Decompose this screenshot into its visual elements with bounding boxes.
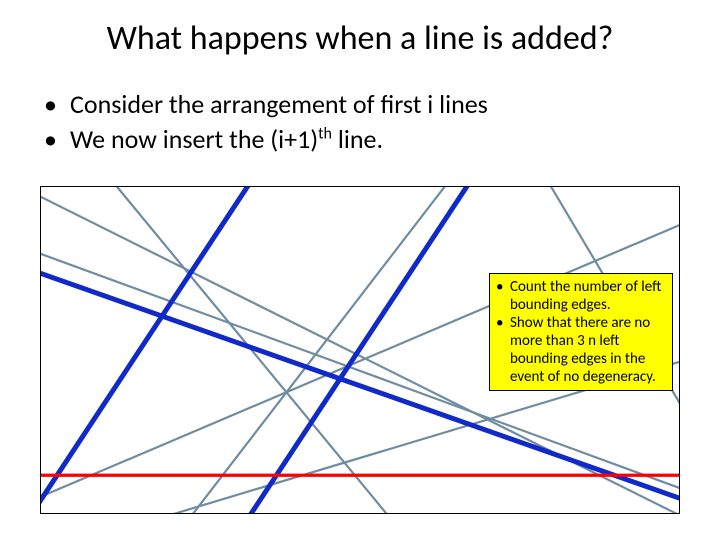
callout-text: Count the number of left bounding edges. xyxy=(510,278,666,314)
line-arrangement-figure: • Count the number of left bounding edge… xyxy=(40,186,680,514)
callout-text: Show that there are no more than 3 n lef… xyxy=(510,314,666,386)
callout-box: • Count the number of left bounding edge… xyxy=(489,273,673,391)
bullet-list: • Consider the arrangement of first i li… xyxy=(40,88,680,157)
bullet-item: • Consider the arrangement of first i li… xyxy=(40,88,680,121)
bullet-text-main: We now insert the (i+1) xyxy=(70,123,318,155)
bullet-dot: • xyxy=(496,278,510,296)
bullet-dot: • xyxy=(496,314,510,332)
bullet-dot: • xyxy=(40,88,70,121)
callout-item: • Show that there are no more than 3 n l… xyxy=(496,314,666,386)
bullet-superscript: th xyxy=(318,124,332,143)
bullet-text: We now insert the (i+1)th line. xyxy=(70,123,383,156)
bullet-text: Consider the arrangement of first i line… xyxy=(70,88,488,121)
slide-title: What happens when a line is added? xyxy=(0,18,720,59)
bullet-text-tail: line. xyxy=(332,123,383,155)
bullet-dot: • xyxy=(40,123,70,156)
callout-item: • Count the number of left bounding edge… xyxy=(496,278,666,314)
bullet-item: • We now insert the (i+1)th line. xyxy=(40,123,680,156)
